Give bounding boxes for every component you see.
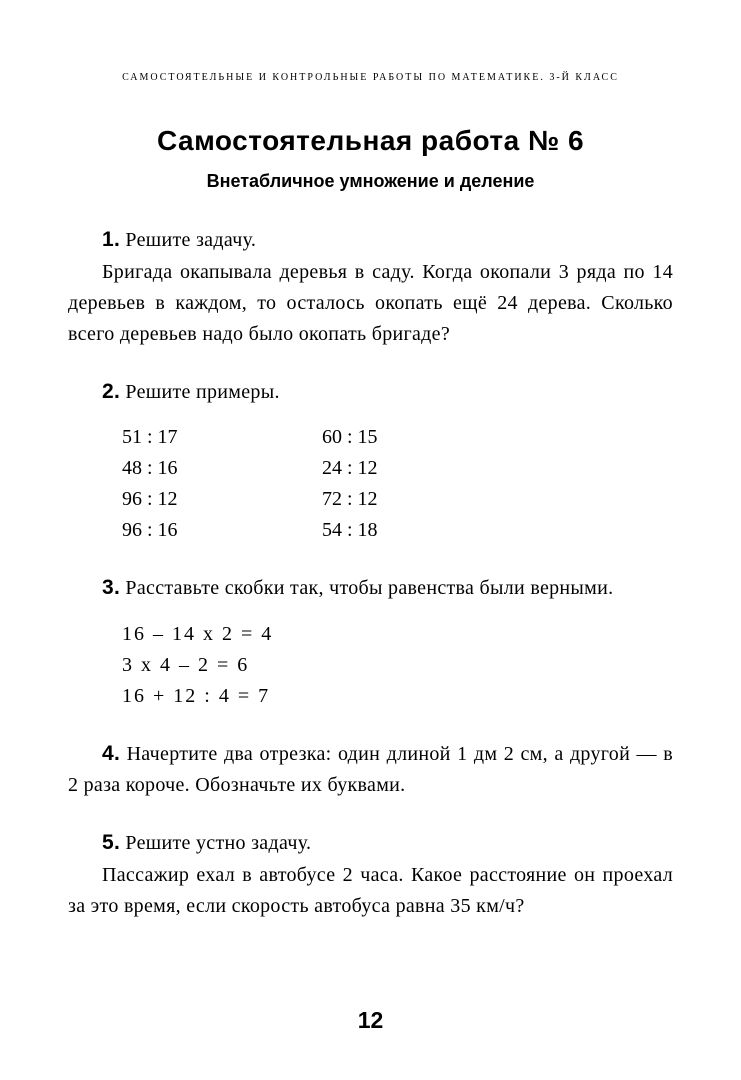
example-cell: 24 : 12 (322, 453, 378, 484)
task-number: 2. (102, 380, 120, 403)
example-cell: 51 : 17 (122, 422, 322, 453)
equation: 16 + 12 : 4 = 7 (122, 681, 673, 712)
task-body: Пассажир ехал в автобусе 2 часа. Какое р… (68, 860, 673, 922)
example-row: 51 : 17 60 : 15 (122, 422, 673, 453)
example-cell: 96 : 12 (122, 484, 322, 515)
task-label: Расставьте скобки так, чтобы равенства б… (120, 577, 613, 599)
task-5: 5. Решите устно задачу. Пассажир ехал в … (68, 827, 673, 922)
task-body: Бригада окапывала деревья в саду. Когда … (68, 257, 673, 350)
equations-block: 16 – 14 х 2 = 4 3 х 4 – 2 = 6 16 + 12 : … (122, 619, 673, 712)
example-row: 96 : 16 54 : 18 (122, 515, 673, 546)
task-number: 4. (102, 742, 120, 765)
task-label: Решите примеры. (120, 381, 280, 403)
task-label: Решите устно задачу. (120, 832, 311, 854)
task-number: 5. (102, 831, 120, 854)
task-2: 2. Решите примеры. 51 : 17 60 : 15 48 : … (68, 376, 673, 547)
example-cell: 72 : 12 (322, 484, 378, 515)
task-body: Начертите два отрезка: один длиной 1 дм … (68, 743, 673, 797)
page-number: 12 (0, 1007, 741, 1034)
task-4: 4. Начертите два отрезка: один длиной 1 … (68, 738, 673, 802)
example-row: 96 : 12 72 : 12 (122, 484, 673, 515)
running-header: САМОСТОЯТЕЛЬНЫЕ И КОНТРОЛЬНЫЕ РАБОТЫ ПО … (68, 72, 673, 83)
page-title: Самостоятельная работа № 6 (68, 125, 673, 157)
task-label: Решите задачу. (120, 229, 256, 251)
page-subtitle: Внетабличное умножение и деление (68, 171, 673, 192)
example-cell: 60 : 15 (322, 422, 378, 453)
example-row: 48 : 16 24 : 12 (122, 453, 673, 484)
task-1: 1. Решите задачу. Бригада окапывала дере… (68, 224, 673, 350)
example-cell: 48 : 16 (122, 453, 322, 484)
task-number: 3. (102, 576, 120, 599)
equation: 3 х 4 – 2 = 6 (122, 650, 673, 681)
equation: 16 – 14 х 2 = 4 (122, 619, 673, 650)
example-cell: 96 : 16 (122, 515, 322, 546)
example-cell: 54 : 18 (322, 515, 378, 546)
task-number: 1. (102, 228, 120, 251)
task-3: 3. Расставьте скобки так, чтобы равенств… (68, 572, 673, 712)
examples-block: 51 : 17 60 : 15 48 : 16 24 : 12 96 : 12 … (122, 422, 673, 546)
